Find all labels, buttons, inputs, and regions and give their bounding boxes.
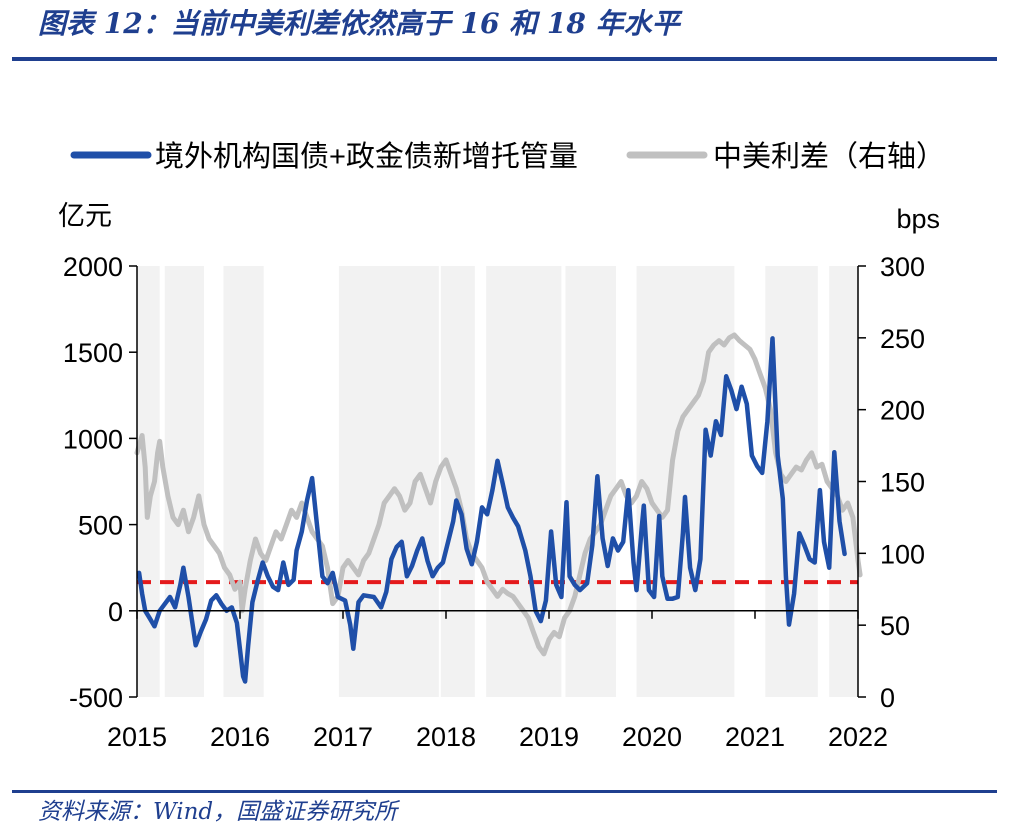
shaded-band-8 xyxy=(765,266,818,697)
shaded-bands xyxy=(137,266,858,697)
left-tick-label: 1500 xyxy=(63,338,123,368)
axes: 2000150010005000-50030025020015010050020… xyxy=(58,201,940,752)
shaded-band-4 xyxy=(440,266,475,697)
right-tick-label: 100 xyxy=(880,539,925,569)
right-axis-label: bps xyxy=(896,204,940,234)
right-tick-label: 250 xyxy=(880,324,925,354)
series-line-spread xyxy=(134,332,863,657)
left-tick-label: 1000 xyxy=(63,424,123,454)
source-rule xyxy=(12,790,997,793)
right-tick-label: 200 xyxy=(880,396,925,426)
right-tick-label: 150 xyxy=(880,468,925,498)
left-tick-label: 2000 xyxy=(63,252,123,282)
x-tick-label: 2018 xyxy=(416,722,476,752)
shaded-band-2 xyxy=(223,266,264,697)
x-tick-label: 2016 xyxy=(210,722,270,752)
shaded-band-6 xyxy=(565,266,616,697)
left-tick-label: -500 xyxy=(69,683,123,713)
series-line-holdings xyxy=(136,336,847,684)
x-tick-label: 2020 xyxy=(622,722,682,752)
x-tick-label: 2022 xyxy=(828,722,888,752)
x-tick-label: 2017 xyxy=(313,722,373,752)
shaded-band-5 xyxy=(486,266,562,697)
x-tick-label: 2015 xyxy=(107,722,167,752)
title-rule xyxy=(12,57,997,61)
legend-label-holdings: 境外机构国债+政金债新增托管量 xyxy=(155,140,578,173)
shaded-band-1 xyxy=(164,266,204,697)
left-axis-label: 亿元 xyxy=(58,201,112,231)
right-tick-label: 0 xyxy=(880,683,895,713)
shaded-band-7 xyxy=(636,266,735,697)
x-tick-label: 2019 xyxy=(519,722,579,752)
x-tick-label: 2021 xyxy=(725,722,785,752)
series-lines xyxy=(134,332,863,684)
left-tick-label: 500 xyxy=(78,511,123,541)
right-tick-label: 300 xyxy=(880,252,925,282)
page-title: 图表 12：当前中美利差依然高于 16 和 18 年水平 xyxy=(38,7,680,40)
right-tick-label: 50 xyxy=(880,611,910,641)
legend: 境外机构国债+政金债新增托管量 中美利差（右轴） xyxy=(70,140,945,173)
left-tick-label: 0 xyxy=(108,597,123,627)
source-note: 资料来源：Wind，国盛证券研究所 xyxy=(38,799,398,825)
legend-label-spread: 中美利差（右轴） xyxy=(713,140,945,173)
